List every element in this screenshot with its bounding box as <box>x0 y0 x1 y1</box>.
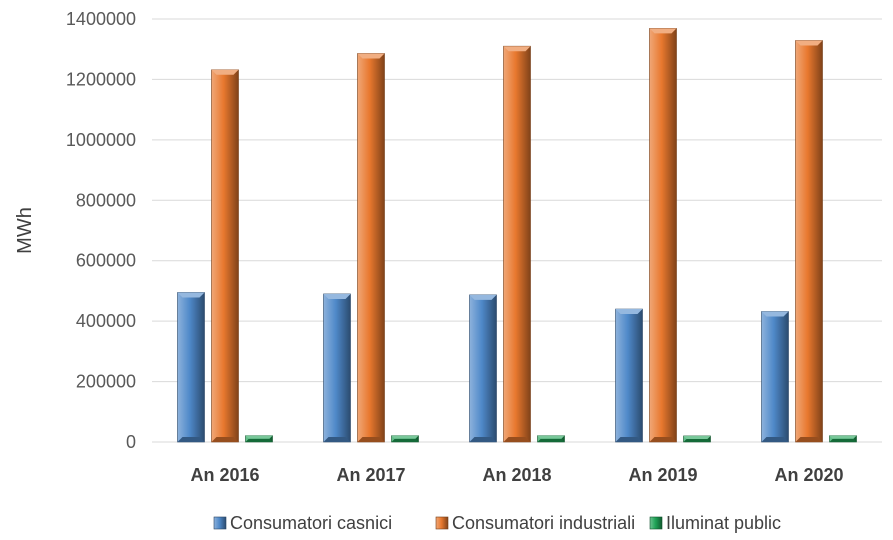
category-label: An 2016 <box>190 465 259 485</box>
bar-bevel-bottom <box>211 437 239 442</box>
bar-body <box>211 69 239 443</box>
bar <box>469 294 497 443</box>
bar <box>357 53 385 443</box>
y-tick-label: 800000 <box>76 190 136 210</box>
legend-label: Consumatori casnici <box>230 513 392 533</box>
bar <box>323 293 351 443</box>
bar-bevel-top <box>683 435 711 439</box>
legend-label: Iluminat public <box>666 513 781 533</box>
bar-bevel-top <box>391 435 419 439</box>
bar-bevel-bottom <box>503 437 531 442</box>
legend-item: Consumatori industriali <box>435 513 635 533</box>
bar <box>537 435 565 443</box>
bar-body <box>761 311 789 443</box>
legend-swatch <box>435 516 449 530</box>
bar-bevel-top <box>649 28 677 34</box>
bar-bevel-top <box>829 435 857 439</box>
bar-bevel-top <box>469 294 497 300</box>
bar-bevel-top <box>503 46 531 52</box>
legend-swatch <box>649 516 663 530</box>
bar <box>795 40 823 443</box>
bar-bevel-bottom <box>683 438 711 442</box>
bar <box>683 435 711 443</box>
bar <box>177 292 205 443</box>
bar-bevel-top <box>357 53 385 59</box>
bar-bevel-top <box>761 311 789 317</box>
bar-bevel-bottom <box>357 437 385 442</box>
bar <box>829 435 857 443</box>
y-tick-label: 600000 <box>76 251 136 271</box>
bar-bevel-top <box>615 309 643 315</box>
bar-body <box>649 28 677 443</box>
bar-series <box>177 28 857 443</box>
y-tick-label: 1000000 <box>66 130 136 150</box>
y-axis-tick-labels: 0 200000 400000 600000 800000 1000000 1200000 1… <box>66 9 136 452</box>
y-tick-label: 400000 <box>76 311 136 331</box>
legend-label: Consumatori industriali <box>452 513 635 533</box>
bar-body <box>323 293 351 443</box>
bar <box>503 45 531 443</box>
y-tick-label: 0 <box>126 432 136 452</box>
x-axis-category-labels: An 2016 An 2017 An 2018 An 2019 An 2020 <box>190 465 843 485</box>
legend: Consumatori casnici Consumatori industria… <box>213 513 781 533</box>
legend-swatch <box>213 516 227 530</box>
bar-bevel-bottom <box>795 437 823 442</box>
bar-bevel-bottom <box>177 437 205 442</box>
bar-body <box>357 53 385 443</box>
bar <box>211 69 239 443</box>
bar-bevel-bottom <box>761 437 789 442</box>
bar-body <box>615 308 643 443</box>
bar-body <box>503 45 531 443</box>
bar-body <box>795 40 823 443</box>
bar <box>391 435 419 443</box>
bar-bevel-bottom <box>615 437 643 442</box>
bar-body <box>469 294 497 443</box>
bar-bevel-top <box>537 435 565 439</box>
bar-body <box>177 292 205 443</box>
category-label: An 2020 <box>774 465 843 485</box>
category-label: An 2018 <box>482 465 551 485</box>
bar-bevel-bottom <box>537 438 565 442</box>
bar-bevel-bottom <box>391 438 419 442</box>
bar <box>245 435 273 443</box>
bar-bevel-bottom <box>323 437 351 442</box>
y-tick-label: 1200000 <box>66 69 136 89</box>
category-label: An 2017 <box>336 465 405 485</box>
bar-bevel-top <box>177 292 205 298</box>
bar <box>615 308 643 443</box>
bar-bevel-bottom <box>245 438 273 442</box>
category-label: An 2019 <box>628 465 697 485</box>
legend-item: Iluminat public <box>649 513 781 533</box>
bar-bevel-top <box>323 293 351 299</box>
bar-bevel-bottom <box>649 437 677 442</box>
bar-bevel-top <box>795 40 823 46</box>
bar-bevel-bottom <box>829 438 857 442</box>
y-tick-label: 1400000 <box>66 9 136 29</box>
legend-item: Consumatori casnici <box>213 513 392 533</box>
bar-bevel-bottom <box>469 437 497 442</box>
bar-bevel-top <box>211 69 239 75</box>
y-tick-label: 200000 <box>76 372 136 392</box>
bar <box>761 311 789 443</box>
y-axis-title: MWh <box>14 207 36 254</box>
bar-bevel-top <box>245 435 273 439</box>
bar <box>649 28 677 443</box>
